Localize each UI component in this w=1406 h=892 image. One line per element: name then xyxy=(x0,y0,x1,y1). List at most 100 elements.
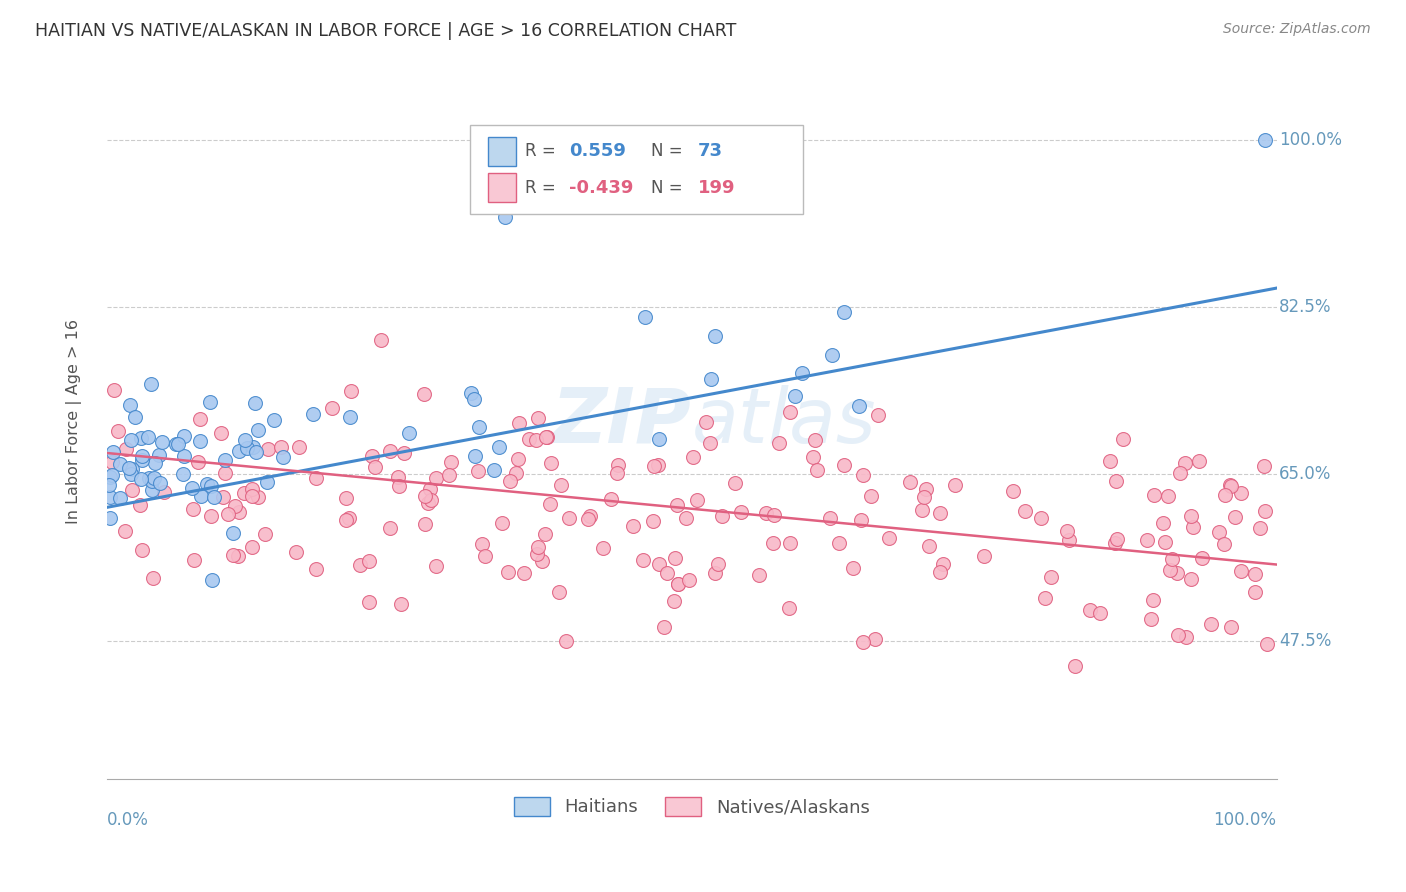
Point xyxy=(392,446,415,460)
Point xyxy=(180,481,202,495)
Point xyxy=(370,333,392,347)
Point xyxy=(103,383,125,397)
Point xyxy=(803,434,825,448)
Point xyxy=(524,433,547,447)
Text: In Labor Force | Age > 16: In Labor Force | Age > 16 xyxy=(66,319,82,524)
Point xyxy=(415,489,437,503)
Point xyxy=(339,409,361,424)
Point xyxy=(1219,620,1241,634)
FancyBboxPatch shape xyxy=(488,137,516,166)
FancyBboxPatch shape xyxy=(470,125,803,214)
Point xyxy=(418,496,440,510)
Point xyxy=(779,535,801,549)
Point xyxy=(1001,484,1024,499)
Point xyxy=(287,440,309,454)
Point xyxy=(494,210,516,224)
Text: R =: R = xyxy=(524,143,555,161)
Point xyxy=(648,432,671,446)
Point xyxy=(686,492,709,507)
Point xyxy=(98,490,121,504)
Point xyxy=(150,435,173,450)
Point xyxy=(195,477,218,491)
Point xyxy=(1161,551,1184,566)
Text: 0.559: 0.559 xyxy=(569,143,626,161)
Point xyxy=(131,452,153,467)
Point xyxy=(387,470,409,484)
Point xyxy=(1057,533,1080,547)
Point xyxy=(1249,521,1271,535)
Point xyxy=(1104,536,1126,550)
Point xyxy=(1152,516,1174,530)
Point xyxy=(270,441,292,455)
Point xyxy=(419,482,441,496)
Point xyxy=(929,565,952,579)
Point xyxy=(131,431,153,445)
Text: 47.5%: 47.5% xyxy=(1279,632,1331,649)
Point xyxy=(1219,478,1241,492)
Point xyxy=(491,516,513,531)
Point xyxy=(108,491,131,505)
Point xyxy=(792,366,814,380)
Point xyxy=(748,568,770,582)
Text: 0.0%: 0.0% xyxy=(107,811,149,830)
Point xyxy=(114,524,136,538)
Point xyxy=(420,492,443,507)
Point xyxy=(143,456,166,470)
Point xyxy=(806,463,828,477)
Point xyxy=(592,541,614,555)
Point xyxy=(339,384,361,398)
Text: 100.0%: 100.0% xyxy=(1213,811,1277,830)
Point xyxy=(380,444,402,458)
Point xyxy=(1199,616,1222,631)
Point xyxy=(1142,593,1164,607)
Point xyxy=(222,526,245,541)
Point xyxy=(1039,570,1062,584)
Point xyxy=(224,500,246,514)
Point xyxy=(675,511,697,525)
Point xyxy=(700,372,723,386)
Point xyxy=(305,471,328,485)
Point xyxy=(634,310,657,324)
Point xyxy=(464,449,486,463)
Point xyxy=(212,490,235,504)
Point xyxy=(1219,479,1241,493)
Point xyxy=(1182,520,1205,534)
Point xyxy=(1159,563,1181,577)
Point xyxy=(1256,637,1278,651)
Point xyxy=(849,513,872,527)
Text: 100.0%: 100.0% xyxy=(1279,131,1341,149)
Point xyxy=(202,490,225,504)
Point xyxy=(254,527,277,541)
Point xyxy=(648,558,671,572)
Point xyxy=(1064,659,1087,673)
Point xyxy=(548,585,571,599)
Point xyxy=(527,540,550,554)
Point xyxy=(607,458,630,472)
Point xyxy=(217,507,239,521)
Point xyxy=(131,449,153,463)
Point xyxy=(187,455,209,469)
Point xyxy=(550,477,572,491)
Point xyxy=(1229,565,1251,579)
FancyBboxPatch shape xyxy=(488,173,516,202)
Point xyxy=(606,467,628,481)
Point xyxy=(832,305,855,319)
Point xyxy=(1180,572,1202,586)
Point xyxy=(398,426,420,441)
Point xyxy=(284,544,307,558)
Point xyxy=(1136,533,1159,547)
Point xyxy=(242,440,264,454)
Point xyxy=(425,559,447,574)
Point xyxy=(389,598,412,612)
Point xyxy=(200,509,222,524)
Text: HAITIAN VS NATIVE/ALASKAN IN LABOR FORCE | AGE > 16 CORRELATION CHART: HAITIAN VS NATIVE/ALASKAN IN LABOR FORCE… xyxy=(35,22,737,40)
Point xyxy=(256,475,278,490)
Point xyxy=(246,423,269,437)
Point xyxy=(138,471,160,485)
Point xyxy=(1254,133,1277,147)
Point xyxy=(118,460,141,475)
Point xyxy=(852,635,875,649)
Point xyxy=(302,408,325,422)
Point xyxy=(335,491,357,506)
Point xyxy=(482,463,505,477)
